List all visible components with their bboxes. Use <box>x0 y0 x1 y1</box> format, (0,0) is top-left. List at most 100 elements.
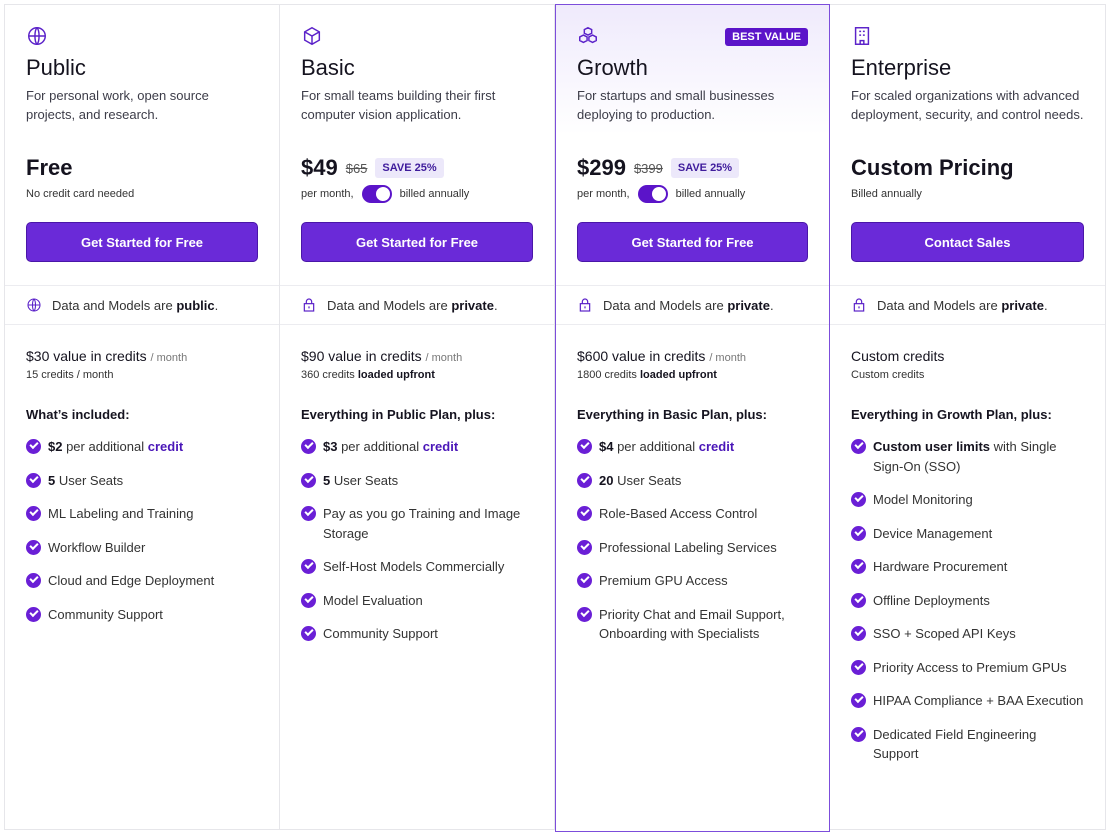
plan-description: For startups and small businesses deploy… <box>577 88 775 122</box>
check-icon <box>577 439 592 454</box>
feature-item: Hardware Procurement <box>851 557 1084 577</box>
cta-button[interactable]: Get Started for Free <box>301 222 533 262</box>
check-icon <box>851 693 866 708</box>
text-segment: User Seats <box>330 472 399 488</box>
price-note: No credit card needed <box>26 188 135 200</box>
text-segment: Priority Access to Premium GPUs <box>873 659 1067 675</box>
check-icon <box>577 606 592 622</box>
text-segment: 5 <box>48 472 56 488</box>
credits-period: / month <box>709 352 746 364</box>
plan-header: BEST VALUE Growth For startups and small… <box>556 5 829 285</box>
billing-toggle[interactable] <box>361 185 392 203</box>
lock-icon <box>579 298 591 312</box>
cta-button[interactable]: Get Started for Free <box>26 222 258 262</box>
lock-icon <box>303 298 315 312</box>
credit-link[interactable]: credit <box>422 439 459 454</box>
included-heading: Everything in Public Plan, plus: <box>301 407 496 422</box>
credits-detail: 360 credits loaded upfront <box>301 369 533 381</box>
feature-item: HIPAA Compliance + BAA Execution <box>851 691 1084 711</box>
feature-item: 5 User Seats <box>26 471 258 491</box>
check-icon <box>301 506 316 521</box>
billing-toggle[interactable] <box>637 185 668 203</box>
text-segment: ML Labeling and Training <box>48 506 194 521</box>
credits-period: / month <box>425 352 463 364</box>
check-icon <box>301 439 316 454</box>
text-segment: SSO + Scoped API Keys <box>873 626 1016 641</box>
feature-item: 5 User Seats <box>301 471 533 491</box>
original-price: $65 <box>345 160 368 176</box>
text-segment: User Seats <box>55 472 124 488</box>
cube-icon <box>301 25 323 47</box>
check-icon <box>301 626 316 641</box>
cta-button[interactable]: Get Started for Free <box>577 222 808 262</box>
privacy-end: . <box>1043 297 1048 313</box>
globe-icon <box>26 25 48 47</box>
cta-button[interactable]: Contact Sales <box>851 222 1084 262</box>
check-icon <box>26 439 41 454</box>
plan-name: Basic <box>301 55 355 80</box>
privacy-level: public <box>176 297 215 313</box>
text-segment: loaded upfront <box>357 369 435 381</box>
credits-detail: Custom credits <box>851 369 1084 381</box>
plan-description: For personal work, open source projects,… <box>26 88 209 122</box>
feature-item: Custom user limits with Single Sign-On (… <box>851 437 1084 476</box>
plan-card-growth: BEST VALUE Growth For startups and small… <box>555 4 830 832</box>
globe-icon <box>27 298 41 312</box>
building-icon <box>851 25 873 47</box>
credits-text: $90 value in credits <box>301 348 422 364</box>
credits-text: Custom credits <box>851 348 945 364</box>
feature-item: Workflow Builder <box>26 538 258 558</box>
text-segment: Cloud and Edge Deployment <box>48 573 215 588</box>
feature-item: Device Management <box>851 524 1084 544</box>
credits-text: $600 value in credits <box>577 348 706 364</box>
save-badge: SAVE 25% <box>670 158 740 178</box>
plan-name: Enterprise <box>851 55 952 80</box>
price-note: Billed annually <box>851 188 922 200</box>
credits-value: $30 value in credits / month <box>26 348 258 364</box>
check-icon <box>26 606 41 622</box>
text-segment: Model Evaluation <box>323 592 423 608</box>
credit-link[interactable]: credit <box>698 439 735 454</box>
privacy-text: Data and Models are <box>877 297 998 313</box>
feature-item: Professional Labeling Services <box>577 538 808 558</box>
privacy-level: private <box>1001 297 1044 313</box>
text-segment: per additional <box>613 439 699 454</box>
text-segment: 1800 credits <box>577 369 640 381</box>
check-icon <box>26 573 41 588</box>
privacy-text: Data and Models are <box>52 297 173 313</box>
plan-price: $299 <box>577 155 626 180</box>
feature-item: 20 User Seats <box>577 471 808 491</box>
credits-period: / month <box>150 352 188 364</box>
plan-card-public: Public For personal work, open source pr… <box>5 5 280 829</box>
text-segment: Dedicated Field Engineering Support <box>873 726 1037 762</box>
save-badge: SAVE 25% <box>375 158 444 178</box>
text-segment: Hardware Procurement <box>873 559 1008 574</box>
credits-detail: 15 credits / month <box>26 369 258 381</box>
text-segment: Self-Host Models Commercially <box>323 559 505 574</box>
original-price: $399 <box>633 160 663 176</box>
text-segment: with Single Sign-On (SSO) <box>873 439 1057 474</box>
text-segment: Priority Chat and Email Support, Onboard… <box>599 606 785 642</box>
check-icon <box>577 573 592 588</box>
price-period: per month, <box>577 188 630 200</box>
price-period: per month, <box>301 188 354 200</box>
privacy-note: Data and Models are private. <box>556 285 829 325</box>
privacy-note: Data and Models are private. <box>280 285 554 325</box>
credit-link[interactable]: credit <box>147 439 184 454</box>
plan-name: Public <box>26 55 86 80</box>
credits-text: $30 value in credits <box>26 348 147 364</box>
plan-description: For scaled organizations with advanced d… <box>851 88 1084 122</box>
plan-header: Basic For small teams building their fir… <box>280 5 554 285</box>
text-segment: Custom user limits <box>873 439 991 454</box>
check-icon <box>301 472 316 488</box>
text-segment: Community Support <box>323 626 438 641</box>
check-icon <box>851 626 866 641</box>
text-segment: $4 <box>599 439 614 454</box>
credits-value: Custom credits <box>851 348 1084 364</box>
privacy-end: . <box>493 297 498 313</box>
check-icon <box>26 472 41 488</box>
text-segment: Community Support <box>48 606 163 622</box>
text-segment: HIPAA Compliance + BAA Execution <box>873 693 1084 708</box>
privacy-note: Data and Models are private. <box>830 285 1105 325</box>
check-icon <box>577 539 592 555</box>
